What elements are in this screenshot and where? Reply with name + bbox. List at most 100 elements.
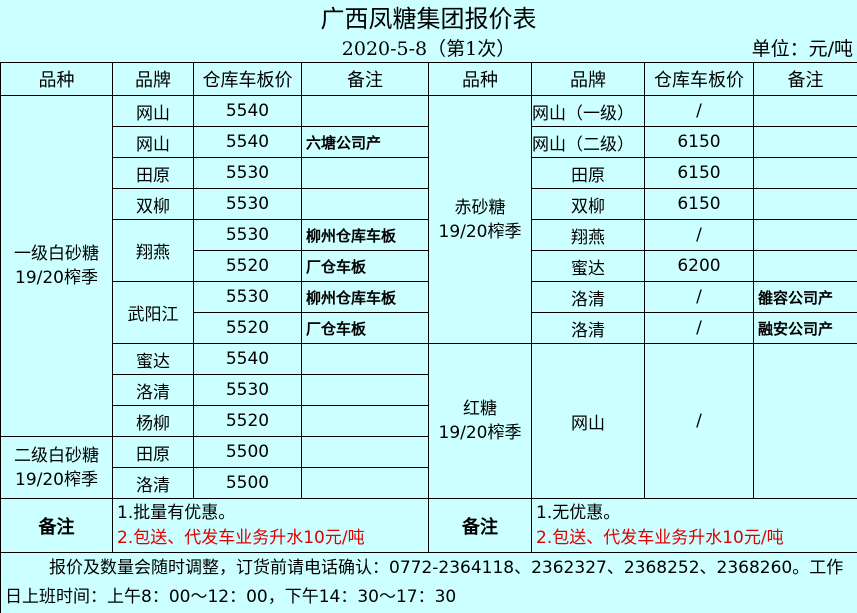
remark-line-highlight: 2.包送、代发车业务升水10元/吨 (536, 527, 784, 548)
brand-cell: 田原 (112, 436, 194, 468)
price-cell: 5530 (193, 157, 302, 189)
brand-cell: 洛清 (531, 281, 645, 313)
note-cell: 雒容公司产 (753, 281, 857, 313)
note-cell (301, 405, 429, 437)
table-row: 田原 5530 田原 6150 (1, 157, 857, 189)
remarks-label: 备注 (428, 498, 532, 553)
footer-row: 报价及数量会随时调整，订货前请电话确认：0772-2364118、2362327… (0, 552, 857, 613)
brand-cell: 田原 (531, 157, 645, 189)
brand-cell: 双柳 (531, 188, 645, 220)
remark-line-highlight: 2.包送、代发车业务升水10元/吨 (117, 527, 365, 548)
brand-cell: 网山 (112, 95, 194, 127)
remarks-label: 备注 (0, 498, 113, 553)
note-cell (301, 157, 429, 189)
note-cell (753, 250, 857, 282)
column-header: 品牌 (531, 62, 645, 96)
price-cell: 6200 (644, 250, 754, 282)
price-cell: 5540 (193, 126, 302, 158)
header-row: 品种 品牌 仓库车板价 备注 品种 品牌 仓库车板价 备注 (0, 62, 857, 96)
brand-cell: 网山 (112, 126, 194, 158)
price-cell: 5530 (193, 188, 302, 220)
category-cell: 一级白砂糖 19/20榨季 (0, 95, 113, 437)
sheet-title: 广西凤糖集团报价表 (320, 5, 537, 33)
table-row: 洛清 5500 (1, 467, 857, 499)
note-cell (301, 467, 429, 499)
note-cell (753, 188, 857, 220)
left-remarks: 1.批量有优惠。 2.包送、代发车业务升水10元/吨 (112, 498, 429, 553)
price-cell: 5520 (193, 405, 302, 437)
column-header: 品牌 (112, 62, 194, 96)
column-header: 备注 (753, 62, 857, 96)
note-cell (301, 374, 429, 406)
price-cell: 5500 (193, 436, 302, 468)
note-cell (301, 95, 429, 127)
brand-cell: 翔燕 (112, 219, 194, 282)
column-header: 仓库车板价 (193, 62, 302, 96)
brand-cell: 洛清 (531, 312, 645, 344)
price-cell: / (644, 343, 754, 499)
note-cell (753, 219, 857, 251)
category-cell: 赤砂糖 19/20榨季 (428, 95, 532, 344)
column-header: 品种 (428, 62, 532, 96)
brand-cell: 蜜达 (112, 343, 194, 375)
right-remarks: 1.无优惠。 2.包送、代发车业务升水10元/吨 (531, 498, 857, 553)
price-cell: 5540 (193, 343, 302, 375)
table-row: 双柳 5530 双柳 6150 (1, 188, 857, 220)
sheet-date: 2020-5-8（第1次） (341, 38, 516, 60)
price-cell: 6150 (644, 188, 754, 220)
price-cell: / (644, 281, 754, 313)
footer-note: 报价及数量会随时调整，订货前请电话确认：0772-2364118、2362327… (0, 552, 857, 613)
note-cell: 融安公司产 (753, 312, 857, 344)
brand-cell: 网山 (531, 343, 645, 499)
price-cell: / (644, 95, 754, 127)
table-row: 5520 厂仓车板 蜜达 6200 (1, 250, 857, 282)
brand-cell: 武阳江 (112, 281, 194, 344)
note-cell: 厂仓车板 (301, 250, 429, 282)
price-table: 品种 品牌 仓库车板价 备注 品种 品牌 仓库车板价 备注 一级白砂糖 19/20榨季 网山 5540… (0, 62, 857, 613)
price-cell: 6150 (644, 157, 754, 189)
note-cell (301, 436, 429, 468)
brand-cell: 洛清 (112, 374, 194, 406)
price-cell: 5530 (193, 374, 302, 406)
brand-cell: 洛清 (112, 467, 194, 499)
brand-cell: 蜜达 (531, 250, 645, 282)
table-row: 5520 厂仓车板 洛清 / 融安公司产 (1, 312, 857, 344)
brand-cell: 双柳 (112, 188, 194, 220)
brand-cell: 杨柳 (112, 405, 194, 437)
table-row: 二级白砂糖 19/20榨季 田原 5500 (0, 436, 857, 499)
note-cell (301, 343, 429, 375)
note-cell: 厂仓车板 (301, 312, 429, 344)
price-cell: / (644, 219, 754, 251)
price-cell: 5500 (193, 467, 302, 499)
column-header: 品种 (0, 62, 113, 96)
table-row: 蜜达 5540 红糖 19/20榨季 网山 / (1, 343, 857, 499)
price-cell: 5540 (193, 95, 302, 127)
brand-cell: 田原 (112, 157, 194, 189)
brand-cell: 网山（一级） (531, 95, 645, 127)
note-cell (753, 95, 857, 127)
table-row: 洛清 5530 (1, 374, 857, 406)
note-cell (301, 188, 429, 220)
table-row: 网山 5540 六塘公司产 网山（二级） 6150 (1, 126, 857, 158)
note-cell (753, 126, 857, 158)
remark-line: 1.无优惠。 (536, 502, 621, 523)
unit-label: 单位：元/吨 (751, 38, 853, 60)
category-cell: 红糖 19/20榨季 (428, 343, 532, 499)
table-row: 一级白砂糖 19/20榨季 网山 5540 赤砂糖 19/20榨季 网山（一级） / (0, 95, 857, 437)
table-row: 翔燕 5530 柳州仓库车板 翔燕 / (1, 219, 857, 282)
note-cell (753, 157, 857, 189)
price-cell: 5520 (193, 312, 302, 344)
price-cell: 5530 (193, 281, 302, 313)
price-cell: 5520 (193, 250, 302, 282)
table-row: 杨柳 5520 (1, 405, 857, 437)
column-header: 备注 (301, 62, 429, 96)
note-cell (753, 343, 857, 499)
price-cell: / (644, 312, 754, 344)
column-header: 仓库车板价 (644, 62, 754, 96)
price-cell: 6150 (644, 126, 754, 158)
brand-cell: 翔燕 (531, 219, 645, 251)
category-cell: 二级白砂糖 19/20榨季 (0, 436, 113, 499)
note-cell: 柳州仓库车板 (301, 281, 429, 313)
note-cell: 柳州仓库车板 (301, 219, 429, 251)
